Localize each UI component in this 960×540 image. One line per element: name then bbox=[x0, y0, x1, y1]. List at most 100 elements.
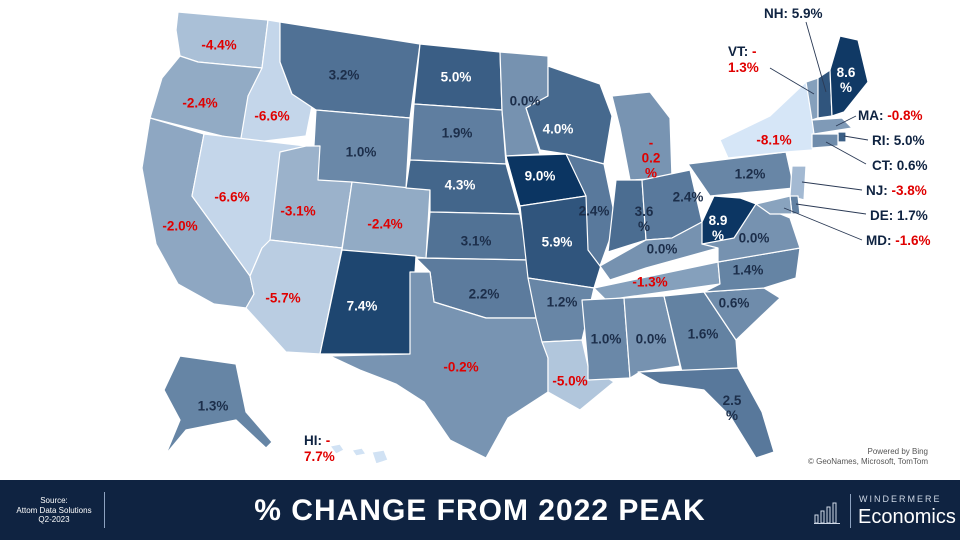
state-label-oh: 2.4% bbox=[672, 189, 704, 205]
logo-divider bbox=[850, 494, 851, 528]
callout-ma: MA: -0.8% bbox=[858, 108, 923, 123]
state-label-nd: 5.0% bbox=[440, 69, 472, 85]
callout-value: -7.7% bbox=[304, 433, 335, 464]
state-ri bbox=[837, 131, 847, 143]
map-canvas bbox=[141, 11, 869, 465]
callout-prefix: NH: bbox=[764, 6, 788, 21]
callout-value: -1.6% bbox=[891, 233, 931, 248]
callout-prefix: DE: bbox=[870, 208, 894, 223]
leader-line-ri bbox=[843, 135, 869, 141]
state-label-ut: -3.1% bbox=[280, 203, 316, 219]
state-hi bbox=[329, 443, 389, 465]
state-label-mn: 0.0% bbox=[509, 93, 541, 109]
state-label-ar: 1.2% bbox=[546, 294, 578, 310]
state-me bbox=[829, 35, 869, 117]
leader-line-nh bbox=[805, 21, 827, 93]
state-label-or: -2.4% bbox=[182, 95, 218, 111]
state-label-al: 0.0% bbox=[635, 331, 667, 347]
state-label-ak: 1.3% bbox=[197, 398, 229, 414]
source-label: Source: bbox=[40, 496, 68, 505]
state-la bbox=[541, 339, 615, 411]
state-label-az: -5.7% bbox=[265, 290, 301, 306]
bar-chart-icon bbox=[814, 502, 840, 524]
callout-ct: CT: 0.6% bbox=[872, 158, 928, 173]
state-label-mt: 3.2% bbox=[328, 67, 360, 83]
source-note: Source: Attom Data Solutions Q2-2023 bbox=[10, 496, 98, 525]
state-label-va: 0.0% bbox=[738, 230, 770, 246]
state-label-il: 2.4% bbox=[578, 203, 610, 219]
state-mo bbox=[519, 195, 603, 289]
state-label-ks: 3.1% bbox=[460, 233, 492, 249]
credit-line-bing: Powered by Bing bbox=[867, 447, 928, 456]
state-label-tn: -1.3% bbox=[632, 274, 668, 290]
leader-line-ct bbox=[825, 141, 867, 165]
leader-line-nj bbox=[801, 181, 863, 191]
state-label-fl: 2.5% bbox=[722, 393, 742, 423]
callout-value: 0.6% bbox=[893, 158, 928, 173]
state-label-ms: 1.0% bbox=[590, 331, 622, 347]
callout-prefix: VT: bbox=[728, 44, 749, 59]
state-label-pa: 1.2% bbox=[734, 166, 766, 182]
state-nj bbox=[789, 165, 807, 201]
state-fl bbox=[637, 367, 775, 459]
callout-prefix: CT: bbox=[872, 158, 893, 173]
leader-line-vt bbox=[769, 67, 815, 95]
leader-line-md bbox=[783, 207, 863, 241]
callout-prefix: HI: bbox=[304, 433, 322, 448]
state-al bbox=[623, 295, 681, 379]
leader-line-de bbox=[795, 203, 867, 215]
state-label-nv: -6.6% bbox=[214, 189, 250, 205]
state-label-nc: 1.4% bbox=[732, 262, 764, 278]
state-ma bbox=[811, 117, 853, 135]
state-label-wv: 8.9% bbox=[708, 213, 728, 243]
callout-vt: VT: -1.3% bbox=[728, 44, 759, 76]
state-mn bbox=[499, 51, 549, 157]
windermere-logo: WINDERMERE Economics bbox=[814, 490, 956, 532]
leader-line-ma bbox=[835, 115, 857, 127]
state-label-mo: 5.9% bbox=[541, 234, 573, 250]
callout-prefix: RI: bbox=[872, 133, 890, 148]
callout-value: -0.8% bbox=[883, 108, 923, 123]
us-state-map bbox=[141, 11, 869, 465]
state-label-co: -2.4% bbox=[367, 216, 403, 232]
state-ga bbox=[663, 291, 739, 373]
callout-prefix: MA: bbox=[858, 108, 884, 123]
state-label-wi: 4.0% bbox=[542, 121, 574, 137]
callout-ri: RI: 5.0% bbox=[872, 133, 925, 148]
state-label-la: -5.0% bbox=[552, 373, 588, 389]
credit-line-providers: © GeoNames, Microsoft, TomTom bbox=[808, 457, 928, 466]
logo-name: Economics bbox=[858, 506, 956, 528]
source-name: Attom Data Solutions bbox=[16, 505, 92, 515]
state-label-ca: -2.0% bbox=[162, 218, 198, 234]
map-credit: Powered by Bing © GeoNames, Microsoft, T… bbox=[808, 447, 928, 467]
state-tx bbox=[329, 271, 549, 459]
callout-md: MD: -1.6% bbox=[866, 233, 931, 248]
state-label-ok: 2.2% bbox=[468, 286, 500, 302]
callout-value: 5.9% bbox=[788, 6, 823, 21]
footer-bar: Source: Attom Data Solutions Q2-2023 % C… bbox=[0, 480, 960, 540]
source-period: Q2-2023 bbox=[38, 515, 70, 524]
state-label-ky: 0.0% bbox=[646, 241, 678, 257]
footer-divider bbox=[104, 492, 105, 528]
callout-nh: NH: 5.9% bbox=[764, 6, 823, 21]
state-md bbox=[755, 195, 793, 215]
state-label-id: -6.6% bbox=[254, 108, 290, 124]
callout-value: 5.0% bbox=[890, 133, 925, 148]
callout-hi: HI: -7.7% bbox=[304, 433, 335, 465]
state-label-ne: 4.3% bbox=[444, 177, 476, 193]
logo-brand: WINDERMERE bbox=[859, 494, 942, 504]
callout-prefix: NJ: bbox=[866, 183, 888, 198]
state-label-in: 3.6% bbox=[634, 204, 654, 234]
page-title: % CHANGE FROM 2022 PEAK bbox=[254, 494, 706, 527]
state-ms bbox=[581, 297, 631, 381]
state-label-ia: 9.0% bbox=[524, 168, 556, 184]
state-label-nm: 7.4% bbox=[346, 298, 378, 314]
state-label-ga: 1.6% bbox=[687, 326, 719, 342]
state-label-ny: -8.1% bbox=[756, 132, 792, 148]
callout-value: -3.8% bbox=[887, 183, 927, 198]
state-ct bbox=[811, 133, 839, 149]
state-label-tx: -0.2% bbox=[443, 359, 479, 375]
callout-value: -1.3% bbox=[728, 44, 759, 75]
state-label-sc: 0.6% bbox=[718, 295, 750, 311]
state-ak bbox=[163, 355, 273, 455]
